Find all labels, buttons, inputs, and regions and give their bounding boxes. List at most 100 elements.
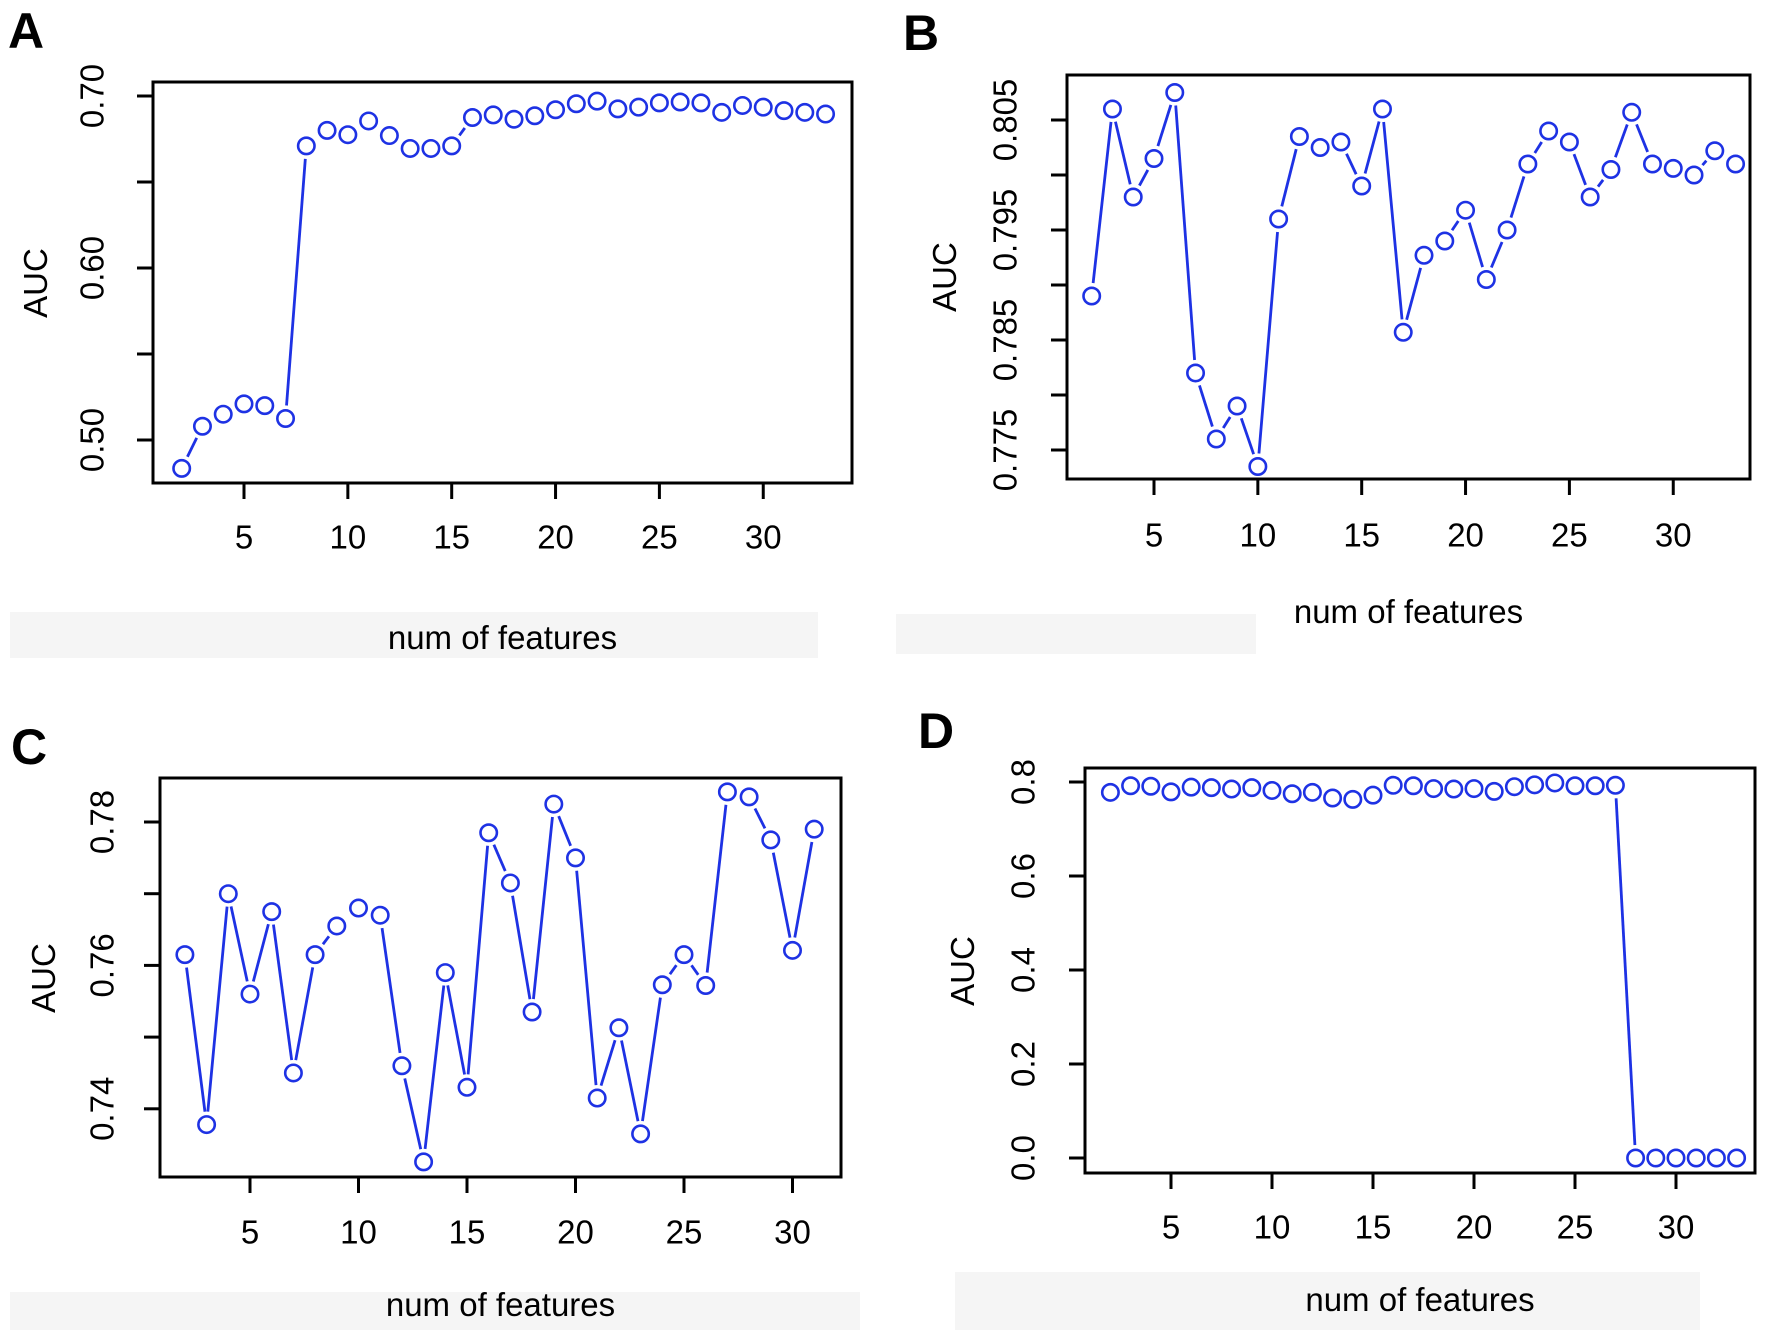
series-segment <box>771 852 792 938</box>
background-strip <box>10 1292 860 1330</box>
series-segment <box>423 985 446 1150</box>
panel-d-y-axis-title: AUC <box>944 935 981 1006</box>
data-point-marker <box>753 97 773 117</box>
series-segment <box>1345 153 1358 175</box>
data-point-marker <box>609 1018 629 1038</box>
series-segment <box>532 816 554 1000</box>
data-point-marker <box>1484 781 1504 801</box>
data-point-marker <box>587 1088 607 1108</box>
panel-a-x-axis: 5 10 15 20 25 30 <box>235 483 782 556</box>
data-point-marker <box>262 902 282 922</box>
series-segment <box>185 967 207 1112</box>
data-point-marker <box>1456 200 1476 220</box>
panel-b-box <box>1065 73 1752 481</box>
data-point-marker <box>587 91 607 111</box>
data-point-marker <box>1727 1148 1747 1168</box>
data-point-marker <box>255 396 275 416</box>
series-segment <box>186 437 198 458</box>
data-point-marker <box>717 782 737 802</box>
panel-b-x-axis: 5 10 15 20 25 30 <box>1145 479 1692 554</box>
panel-d-plot: 5 10 15 20 25 30 0.0 0.2 0.4 0.6 0.8 <box>1005 759 1757 1246</box>
data-point-marker <box>1302 782 1322 802</box>
data-point-marker <box>305 945 325 965</box>
data-point-marker <box>732 95 752 115</box>
data-point-marker <box>804 819 824 839</box>
data-point-marker <box>1165 83 1185 103</box>
data-point-marker <box>296 136 316 156</box>
y-tick-label: 0.70 <box>74 64 111 128</box>
series-segment <box>690 964 700 976</box>
data-point-marker <box>1248 456 1268 476</box>
series-segment <box>1382 121 1404 320</box>
data-point-marker <box>1282 784 1302 804</box>
data-point-marker <box>414 1152 434 1172</box>
series-segment <box>446 985 466 1075</box>
data-point-marker <box>608 99 628 119</box>
y-tick-label: 0.6 <box>1005 853 1042 899</box>
data-point-marker <box>457 1077 477 1097</box>
series-segment <box>251 923 270 982</box>
data-point-marker <box>1622 102 1642 122</box>
series-segment <box>458 127 466 137</box>
data-point-marker <box>1242 778 1262 798</box>
data-point-marker <box>1435 231 1455 251</box>
data-point-marker <box>546 100 566 120</box>
background-strip <box>10 612 818 658</box>
data-point-marker <box>1646 1148 1666 1168</box>
panel-c-x-axis: 5 10 15 20 25 30 <box>241 1177 811 1251</box>
panel-a-plot: 5 10 15 20 25 30 0.50 0.60 0.70 <box>74 64 854 556</box>
series-segment <box>403 1078 423 1150</box>
data-point-marker <box>1372 99 1392 119</box>
series-segment <box>753 807 767 829</box>
series-segment <box>272 924 294 1061</box>
background-strip <box>896 614 1256 654</box>
data-point-marker <box>218 884 238 904</box>
data-point-marker <box>1123 187 1143 207</box>
panel-c-line-segments <box>185 804 814 1150</box>
panel-d-box <box>1083 766 1757 1175</box>
panel-d-points <box>1100 773 1747 1168</box>
data-point-marker <box>1666 1148 1686 1168</box>
series-segment <box>1467 222 1484 268</box>
data-point-marker <box>1565 776 1585 796</box>
series-segment <box>1405 267 1422 321</box>
data-point-marker <box>421 138 441 158</box>
data-point-marker <box>1082 286 1102 306</box>
panel-c-y-axis: 0.74 0.76 0.78 <box>84 790 160 1141</box>
x-tick-label: 5 <box>241 1214 259 1251</box>
data-point-marker <box>1102 99 1122 119</box>
data-point-marker <box>1383 775 1403 795</box>
data-point-marker <box>317 120 337 140</box>
series-segment <box>668 964 678 976</box>
data-point-marker <box>712 102 732 122</box>
series-segment <box>1198 384 1214 428</box>
data-point-marker <box>338 125 358 145</box>
data-point-marker <box>1705 141 1725 161</box>
series-segment <box>1635 123 1649 153</box>
data-point-marker <box>649 93 669 113</box>
data-point-marker <box>1141 776 1161 796</box>
series-segment <box>206 906 229 1112</box>
y-tick-label: 0.60 <box>74 236 111 300</box>
data-point-marker <box>500 873 520 893</box>
data-point-marker <box>631 1124 651 1144</box>
data-point-marker <box>172 458 192 478</box>
x-tick-label: 25 <box>666 1214 703 1251</box>
data-point-marker <box>566 94 586 114</box>
data-point-marker <box>240 984 260 1004</box>
y-tick-label: 0.785 <box>987 299 1024 382</box>
y-tick-label: 0.805 <box>987 79 1024 162</box>
x-tick-label: 5 <box>1162 1209 1180 1246</box>
panel-a-y-axis-title: AUC <box>17 247 54 318</box>
data-point-marker <box>1497 220 1517 240</box>
panel-a-line-segments <box>186 127 466 458</box>
panel-b-y-axis-title: AUC <box>926 242 963 312</box>
series-segment <box>321 935 331 946</box>
panel-c-x-axis-title: num of features <box>385 1286 616 1323</box>
data-point-marker <box>400 138 420 158</box>
panel-b-letter: B <box>903 5 940 61</box>
panel-c-letter: C <box>11 719 48 775</box>
data-point-marker <box>327 916 347 936</box>
x-tick-label: 30 <box>774 1214 811 1251</box>
